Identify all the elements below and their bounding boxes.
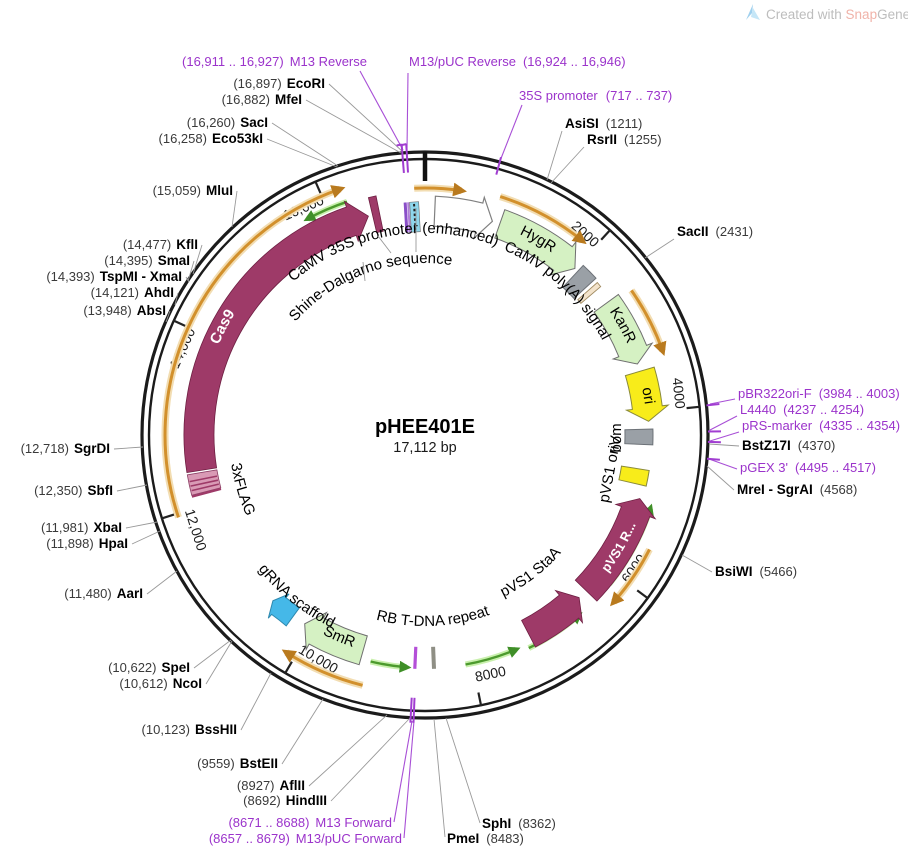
- primer-label-35s-promoter[interactable]: 35S promoter (717 .. 737): [519, 88, 672, 103]
- tick-label-12000: 12,000: [182, 507, 210, 553]
- feature-label-grna-scaffold[interactable]: gRNA scaffold: [255, 561, 338, 632]
- feature-bom[interactable]: [624, 428, 654, 446]
- primer-label-m13-forward[interactable]: (8671 .. 8688) M13 Forward: [228, 815, 392, 830]
- feature-grna-scaffold[interactable]: [267, 593, 300, 627]
- enzyme-label-asisi[interactable]: AsiSI (1211): [565, 116, 642, 131]
- primer-label-m13-puc-reverse[interactable]: M13/pUC Reverse (16,924 .. 16,946): [409, 54, 626, 69]
- feature-label-ori[interactable]: ori: [638, 386, 658, 406]
- enzyme-label-bsiwi[interactable]: BsiWI (5466): [715, 564, 797, 579]
- enzyme-label-bsshii[interactable]: (10,123) BssHII: [142, 722, 237, 737]
- orf-arcs-orange: [161, 182, 667, 689]
- feature-purple-tick[interactable]: [413, 646, 418, 669]
- tick-label-8000: 8000: [474, 663, 508, 685]
- primer-label-prs-marker[interactable]: pRS-marker (4335 .. 4354): [742, 418, 900, 433]
- hatch-line: [189, 475, 218, 483]
- enzyme-label-rsrii[interactable]: RsrII (1255): [587, 132, 662, 147]
- snapgene-logo-icon: [746, 4, 753, 20]
- mcs-purple-stripe: [403, 202, 409, 233]
- watermark-text: Created with SnapGene®: [766, 7, 908, 22]
- enzyme-label-sgrdi[interactable]: (12,718) SgrDI: [21, 441, 110, 456]
- plasmid-size: 17,112 bp: [393, 440, 456, 456]
- primer-label-pgex-3[interactable]: pGEX 3' (4495 .. 4517): [740, 460, 876, 475]
- enzyme-label-sacii[interactable]: SacII (2431): [677, 224, 753, 239]
- enzyme-label-aflii[interactable]: (8927) AflII: [237, 778, 305, 793]
- enzyme-label-smai[interactable]: (14,395) SmaI: [104, 253, 190, 268]
- feature-label-rb-tdna-repeat[interactable]: RB T-DNA repeat: [375, 602, 492, 630]
- hatch-line: [191, 483, 219, 492]
- feature-smr[interactable]: [304, 611, 368, 666]
- feature-ori[interactable]: [624, 366, 670, 422]
- enzyme-label-kfli[interactable]: (14,477) KflI: [123, 237, 198, 252]
- enzyme-leader-lines: [113, 83, 740, 838]
- tick-label-4000: 4000: [669, 377, 688, 410]
- enzyme-label-bstz17i[interactable]: BstZ17I (4370): [742, 438, 835, 453]
- primer-label-m13-reverse[interactable]: (16,911 .. 16,927) M13 Reverse: [182, 54, 367, 69]
- enzyme-label-aari[interactable]: (11,480) AarI: [64, 586, 143, 601]
- primer-label-l4440[interactable]: L4440 (4237 .. 4254): [740, 402, 864, 417]
- feature-small-tan-bar[interactable]: [577, 281, 602, 305]
- feature-3xflag-end-bar: [191, 487, 222, 498]
- feature-label-3xflag[interactable]: 3xFLAG: [227, 462, 259, 518]
- enzyme-label-saci[interactable]: (16,260) SacI: [187, 115, 268, 130]
- feature-camv-polya-signal[interactable]: [562, 264, 597, 300]
- enzyme-label-mlui[interactable]: (15,059) MluI: [153, 183, 233, 198]
- snapgene-watermark: Created with SnapGene®: [746, 4, 908, 22]
- enzyme-label-hpai[interactable]: (11,898) HpaI: [46, 536, 128, 551]
- enzyme-label-eco53ki[interactable]: (16,258) Eco53kI: [159, 131, 263, 146]
- feature-pvs1-repa[interactable]: [574, 498, 657, 602]
- enzyme-label-xbai[interactable]: (11,981) XbaI: [41, 520, 122, 535]
- primer-label-m13-puc-forward[interactable]: (8657 .. 8679) M13/pUC Forward: [209, 831, 402, 846]
- shine-dalgarno-dashes: [413, 203, 417, 230]
- feature-kanr[interactable]: [593, 293, 654, 365]
- feature-label-pvs1-oriv[interactable]: pVS1 oriV: [596, 435, 625, 505]
- enzyme-label-tspmi-xmai[interactable]: (14,393) TspMI - XmaI: [46, 269, 182, 284]
- snapgene-logo-icon: [751, 8, 760, 20]
- enzyme-label-absi[interactable]: (13,948) AbsI: [83, 303, 166, 318]
- primer-leader-lines: [359, 70, 740, 839]
- feature-camv-35s-promoter-bar[interactable]: [367, 195, 384, 234]
- feature-cas9[interactable]: [183, 200, 369, 474]
- primer-label-pbr322ori-f[interactable]: pBR322ori-F (3984 .. 4003): [738, 386, 900, 401]
- enzyme-label-ecori[interactable]: (16,897) EcoRI: [233, 76, 325, 91]
- feature-hygr[interactable]: [494, 209, 577, 276]
- enzyme-label-mfei[interactable]: (16,882) MfeI: [222, 92, 302, 107]
- plasmid-name: pHEE401E: [375, 416, 475, 438]
- feature-rb-tdna-repeat-tick[interactable]: [431, 646, 436, 669]
- enzyme-label-bsteii[interactable]: (9559) BstEII: [197, 756, 278, 771]
- feature-label-bom[interactable]: bom: [608, 423, 625, 452]
- enzyme-label-pmei[interactable]: PmeI (8483): [447, 831, 524, 846]
- enzyme-label-hindiii[interactable]: (8692) HindIII: [243, 793, 327, 808]
- enzyme-label-mrei-sgrai[interactable]: MreI - SgrAI (4568): [737, 482, 857, 497]
- hatch-line: [190, 479, 219, 487]
- enzyme-label-sbfi[interactable]: (12,350) SbfI: [34, 483, 113, 498]
- enzyme-label-ncoi[interactable]: (10,612) NcoI: [119, 676, 202, 691]
- feature-label-pvs1-staa[interactable]: pVS1 StaA: [497, 544, 564, 601]
- enzyme-label-spei[interactable]: (10,622) SpeI: [108, 660, 190, 675]
- enzyme-label-sphi[interactable]: SphI (8362): [482, 816, 556, 831]
- feature-mcs-striped-box[interactable]: [403, 201, 421, 233]
- feature-pvs1-staa[interactable]: [521, 589, 584, 648]
- mcs-violet-stripe: [407, 202, 411, 233]
- scale-ticks: [160, 180, 701, 707]
- enzyme-label-ahdi[interactable]: (14,121) AhdI: [91, 285, 174, 300]
- feature-3xflag[interactable]: [186, 469, 222, 498]
- feature-pvs1-oriv[interactable]: [618, 465, 650, 487]
- feature-unlabeled-orf-arrow[interactable]: [433, 195, 494, 240]
